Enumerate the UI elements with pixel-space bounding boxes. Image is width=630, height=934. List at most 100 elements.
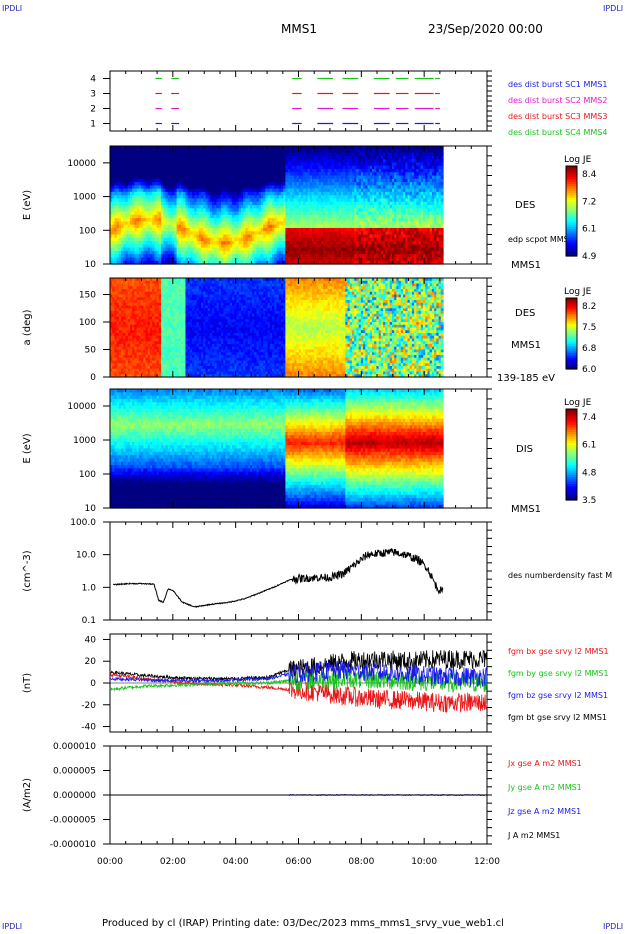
- heatmap-cell: [214, 237, 218, 242]
- heatmap-cell: [176, 168, 180, 173]
- heatmap-cell: [227, 221, 231, 226]
- heatmap-cell: [118, 172, 122, 177]
- heatmap-cell: [181, 188, 184, 193]
- heatmap-cell: [167, 155, 171, 160]
- heatmap-cell: [205, 198, 209, 203]
- heatmap-cell: [176, 231, 180, 236]
- heatmap-cell: [145, 188, 149, 193]
- heatmap-cell: [218, 257, 222, 262]
- heatmap-cell: [181, 159, 184, 163]
- heatmap-cell: [165, 241, 169, 245]
- heatmap-cell: [154, 178, 158, 183]
- heatmap-cell: [158, 175, 162, 180]
- heatmap-cell: [196, 231, 200, 236]
- heatmap-cell: [112, 172, 116, 177]
- heatmap-cell: [178, 155, 182, 160]
- heatmap-cell: [172, 178, 175, 183]
- heatmap-cell: [127, 159, 131, 163]
- heatmap-cell: [123, 155, 127, 160]
- heatmap-cell: [212, 241, 215, 245]
- heatmap-cell: [181, 231, 184, 236]
- heatmap-cell: [149, 254, 153, 259]
- heatmap-cell: [158, 231, 162, 236]
- heatmap-cell: [205, 214, 209, 219]
- heatmap-cell: [149, 165, 153, 170]
- heatmap-cell: [205, 146, 209, 150]
- heatmap-cell: [158, 195, 162, 200]
- heatmap-cell: [154, 221, 158, 226]
- heatmap-cell: [145, 234, 149, 239]
- heatmap-cell: [198, 165, 202, 170]
- heatmap-cell: [156, 168, 160, 173]
- panel-1-legend: des dist burst SC3 MMS3: [508, 112, 607, 121]
- heatmap-cell: [174, 185, 178, 190]
- heatmap-cell: [123, 247, 127, 252]
- heatmap-cell: [112, 247, 116, 252]
- heatmap-cell: [172, 241, 175, 245]
- heatmap-cell: [176, 162, 180, 167]
- heatmap-cell: [225, 201, 229, 206]
- heatmap-cell: [136, 260, 140, 265]
- heatmap-cell: [172, 227, 175, 232]
- heatmap-cell: [110, 155, 113, 160]
- heatmap-cell: [176, 211, 180, 216]
- heatmap-cell: [112, 257, 116, 262]
- heatmap-cell: [156, 162, 160, 167]
- heatmap-cell: [136, 234, 140, 239]
- heatmap-cell: [147, 260, 151, 265]
- heatmap-cell: [223, 241, 227, 245]
- heatmap-cell: [221, 254, 224, 259]
- heatmap-cell: [183, 241, 187, 245]
- heatmap-cell: [147, 227, 151, 232]
- heatmap-cell: [129, 247, 133, 252]
- heatmap-cell: [214, 152, 218, 157]
- heatmap-cell: [129, 214, 133, 219]
- heatmap-cell: [192, 214, 195, 219]
- heatmap-cell: [154, 168, 158, 173]
- heatmap-cell: [183, 182, 187, 186]
- heatmap-cell: [172, 218, 175, 222]
- heatmap-cell: [158, 159, 162, 163]
- heatmap-cell: [196, 237, 200, 242]
- heatmap-cell: [187, 155, 191, 160]
- heatmap-cell: [110, 227, 113, 232]
- heatmap-cell: [225, 146, 229, 150]
- heatmap-cell: [121, 205, 124, 209]
- heatmap-cell: [172, 234, 175, 239]
- heatmap-cell: [152, 234, 156, 239]
- heatmap-cell: [209, 234, 213, 239]
- heatmap-cell: [189, 205, 193, 209]
- heatmap-cell: [149, 231, 153, 236]
- heatmap-cell: [192, 146, 195, 150]
- heatmap-cell: [127, 168, 131, 173]
- heatmap-cell: [167, 198, 171, 203]
- heatmap-cell: [165, 162, 169, 167]
- heatmap-cell: [209, 260, 213, 265]
- heatmap-cell: [194, 152, 198, 157]
- heatmap-cell: [141, 205, 144, 209]
- heatmap-cell: [212, 237, 215, 242]
- heatmap-cell: [156, 231, 160, 236]
- heatmap-cell: [187, 205, 191, 209]
- heatmap-cell: [156, 211, 160, 216]
- heatmap-cell: [214, 234, 218, 239]
- heatmap-cell: [132, 231, 136, 236]
- heatmap-cell: [112, 175, 116, 180]
- heatmap-cell: [134, 227, 138, 232]
- heatmap-cell: [141, 214, 144, 219]
- heatmap-cell: [178, 188, 182, 193]
- heatmap-cell: [163, 244, 167, 249]
- heatmap-cell: [187, 208, 191, 213]
- heatmap-cell: [189, 182, 193, 186]
- heatmap-cell: [127, 241, 131, 245]
- heatmap-cell: [174, 247, 178, 252]
- heatmap-cell: [123, 231, 127, 236]
- heatmap-cell: [132, 250, 136, 255]
- heatmap-cell: [152, 185, 156, 190]
- heatmap-cell: [227, 231, 231, 236]
- heatmap-cell: [116, 214, 120, 219]
- heatmap-cell: [143, 182, 147, 186]
- heatmap-cell: [132, 165, 136, 170]
- heatmap-cell: [154, 149, 158, 154]
- heatmap-cell: [161, 260, 164, 265]
